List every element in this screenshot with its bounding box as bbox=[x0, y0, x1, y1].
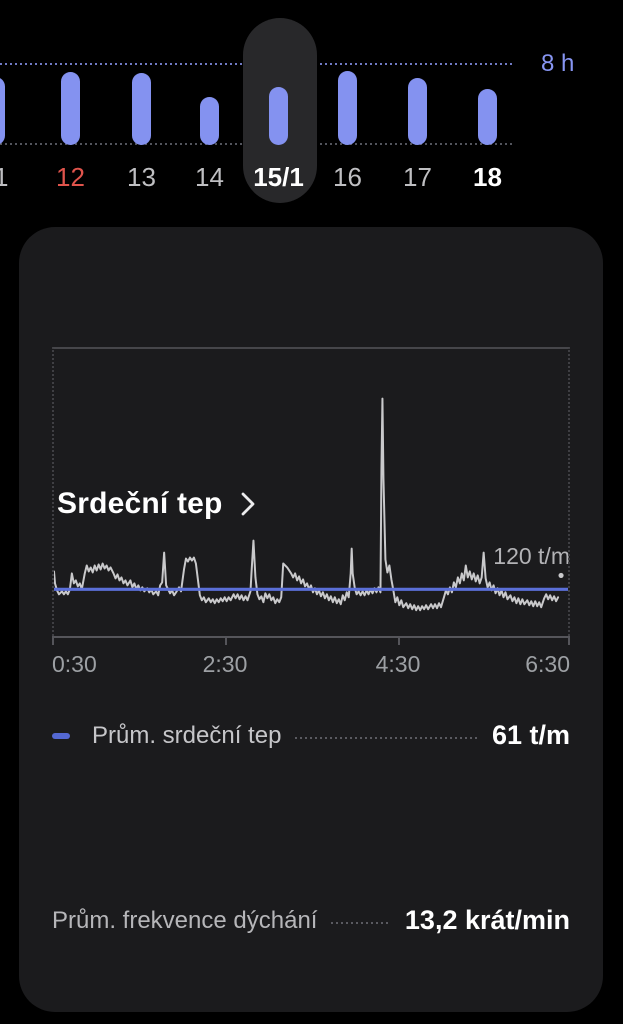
date-label[interactable]: 18 bbox=[473, 162, 502, 192]
date-label[interactable]: 17 bbox=[403, 162, 432, 192]
date-label[interactable]: 16 bbox=[333, 162, 362, 192]
x-axis-tick bbox=[52, 636, 54, 645]
heart-rate-last-point bbox=[558, 572, 564, 579]
date-label[interactable]: 12 bbox=[56, 162, 85, 192]
avg-breathing-rate-row: Prům. frekvence dýchání 13,2 krát/min bbox=[52, 905, 570, 936]
sleep-bar[interactable] bbox=[200, 97, 219, 145]
heart-rate-title: Srdeční tep bbox=[57, 487, 223, 520]
sleep-vitals-card: Srdeční tep 120 t/m 0:30 2:30 4:30 6:30 Prů… bbox=[19, 227, 603, 1012]
avg-heart-rate-row: Prům. srdeční tep 61 t/m bbox=[52, 720, 570, 751]
sleep-bar[interactable] bbox=[0, 77, 5, 145]
heart-rate-section-header[interactable]: Srdeční tep bbox=[57, 487, 256, 521]
x-axis-tick-label: 2:30 bbox=[202, 651, 248, 677]
avg-line-legend-swatch bbox=[52, 732, 70, 739]
dotted-leader bbox=[331, 921, 391, 924]
heart-rate-chart-svg bbox=[54, 397, 568, 612]
goal-hours-label: 8 h bbox=[541, 50, 575, 77]
x-axis-tick-label: 0:30 bbox=[52, 651, 97, 677]
avg-breathing-rate-value: 13,2 krát/min bbox=[404, 905, 570, 935]
x-axis-tick bbox=[398, 636, 400, 645]
heart-rate-series-line bbox=[54, 397, 560, 612]
date-label[interactable]: 11 bbox=[0, 162, 9, 192]
avg-breathing-rate-label: Prům. frekvence dýchání bbox=[52, 906, 318, 934]
sleep-bar[interactable] bbox=[408, 78, 427, 145]
x-axis-tick bbox=[568, 636, 570, 645]
avg-heart-rate-label: Prům. srdeční tep bbox=[92, 721, 282, 749]
sleep-bar[interactable] bbox=[61, 72, 80, 145]
dotted-leader bbox=[295, 736, 478, 739]
chevron-right-icon bbox=[241, 492, 254, 516]
sleep-bar[interactable] bbox=[338, 71, 357, 145]
heart-rate-chart bbox=[52, 347, 570, 636]
y-axis-max-label: 120 t/m bbox=[493, 543, 570, 569]
sleep-bar[interactable] bbox=[478, 89, 497, 145]
x-axis-line bbox=[52, 636, 570, 645]
x-axis-tick-label: 6:30 bbox=[525, 651, 570, 677]
sleep-bar[interactable] bbox=[132, 73, 151, 145]
x-axis-tick-label: 4:30 bbox=[375, 651, 421, 677]
date-label[interactable]: 13 bbox=[127, 162, 156, 192]
sleep-bar[interactable] bbox=[269, 87, 288, 145]
sleep-day-selector[interactable]: 11 12 13 14 15/1 16 17 18 8 h bbox=[0, 0, 623, 212]
date-label[interactable]: 15/1 bbox=[253, 162, 304, 192]
date-label[interactable]: 14 bbox=[195, 162, 224, 192]
x-axis-labels: 0:30 2:30 4:30 6:30 bbox=[52, 651, 570, 679]
x-axis-tick bbox=[225, 636, 227, 645]
avg-heart-rate-value: 61 t/m bbox=[491, 720, 570, 750]
